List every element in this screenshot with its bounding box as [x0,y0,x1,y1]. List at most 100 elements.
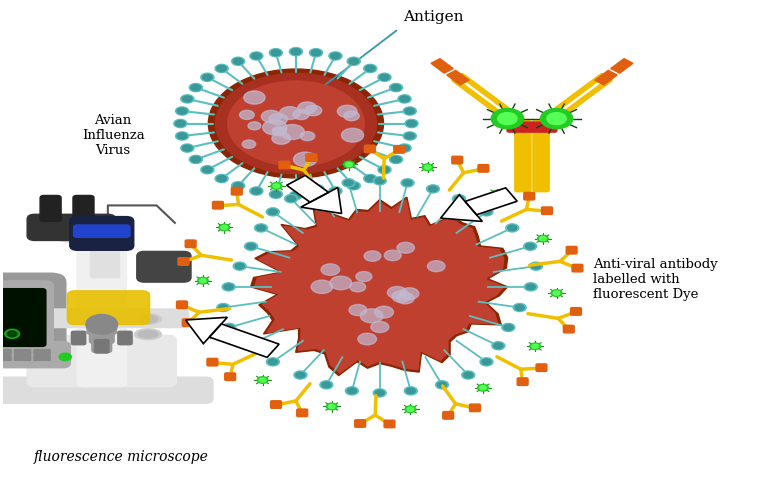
Circle shape [191,85,201,91]
Circle shape [272,133,291,144]
Circle shape [202,74,212,80]
FancyBboxPatch shape [507,122,557,132]
Polygon shape [90,246,119,277]
Ellipse shape [138,315,158,323]
Circle shape [269,190,282,198]
Circle shape [347,57,360,65]
Circle shape [524,242,537,251]
Circle shape [541,109,573,129]
Circle shape [551,290,561,297]
Circle shape [344,180,353,186]
FancyBboxPatch shape [92,339,112,353]
Circle shape [309,49,323,57]
Text: fluorescence microscope: fluorescence microscope [33,450,208,464]
FancyBboxPatch shape [0,377,213,403]
Circle shape [341,128,364,142]
Circle shape [211,332,222,338]
Circle shape [478,385,489,391]
Circle shape [215,174,229,182]
Circle shape [294,152,317,167]
FancyBboxPatch shape [71,331,86,345]
Circle shape [244,91,265,104]
FancyBboxPatch shape [533,120,549,192]
Circle shape [273,128,286,136]
Polygon shape [287,175,328,202]
FancyBboxPatch shape [566,246,577,254]
FancyBboxPatch shape [225,373,235,380]
FancyBboxPatch shape [176,301,187,308]
Circle shape [305,105,321,116]
Circle shape [271,191,281,197]
Circle shape [191,157,201,162]
Circle shape [492,190,502,197]
Circle shape [391,157,401,162]
Circle shape [347,182,360,190]
Circle shape [272,126,286,136]
Circle shape [233,58,243,64]
Polygon shape [41,230,90,249]
Circle shape [530,343,541,350]
Circle shape [311,185,324,193]
Circle shape [5,329,20,339]
Circle shape [271,182,281,189]
Circle shape [219,305,228,310]
Circle shape [482,359,491,365]
Circle shape [8,331,17,337]
Circle shape [242,343,252,349]
Polygon shape [447,70,469,85]
FancyBboxPatch shape [271,401,281,408]
Circle shape [480,358,493,366]
FancyBboxPatch shape [40,195,61,221]
Circle shape [259,378,266,382]
Circle shape [232,57,245,65]
Circle shape [505,224,518,232]
Circle shape [177,108,187,114]
Circle shape [400,145,410,151]
Circle shape [401,179,414,187]
Ellipse shape [135,329,162,340]
FancyBboxPatch shape [67,291,150,325]
Circle shape [398,95,411,103]
Circle shape [347,388,357,394]
Circle shape [374,177,386,185]
Circle shape [345,387,358,395]
FancyBboxPatch shape [27,335,176,387]
Circle shape [364,174,377,182]
Circle shape [181,95,194,103]
Circle shape [331,188,341,194]
Circle shape [289,191,302,199]
Circle shape [346,162,352,167]
Circle shape [287,196,295,202]
FancyBboxPatch shape [515,120,531,192]
Circle shape [309,190,323,198]
Circle shape [217,176,226,182]
Circle shape [246,243,255,249]
Circle shape [364,251,381,261]
Circle shape [215,64,229,72]
FancyBboxPatch shape [15,356,31,360]
Circle shape [268,359,278,365]
Circle shape [400,288,419,299]
Circle shape [311,191,321,197]
Circle shape [494,343,503,349]
Circle shape [289,47,302,56]
Polygon shape [301,187,341,214]
Circle shape [330,276,352,290]
Circle shape [219,224,229,231]
FancyBboxPatch shape [364,145,375,153]
Polygon shape [431,58,453,73]
Circle shape [378,73,391,81]
Circle shape [337,105,357,117]
Polygon shape [209,324,279,357]
Circle shape [250,187,263,195]
Circle shape [525,243,535,249]
Circle shape [181,144,194,152]
FancyBboxPatch shape [178,258,189,265]
Circle shape [201,73,214,81]
Circle shape [365,176,375,182]
Circle shape [311,50,321,56]
Circle shape [349,305,367,316]
Circle shape [404,387,417,395]
Circle shape [390,83,403,91]
Circle shape [201,166,214,174]
